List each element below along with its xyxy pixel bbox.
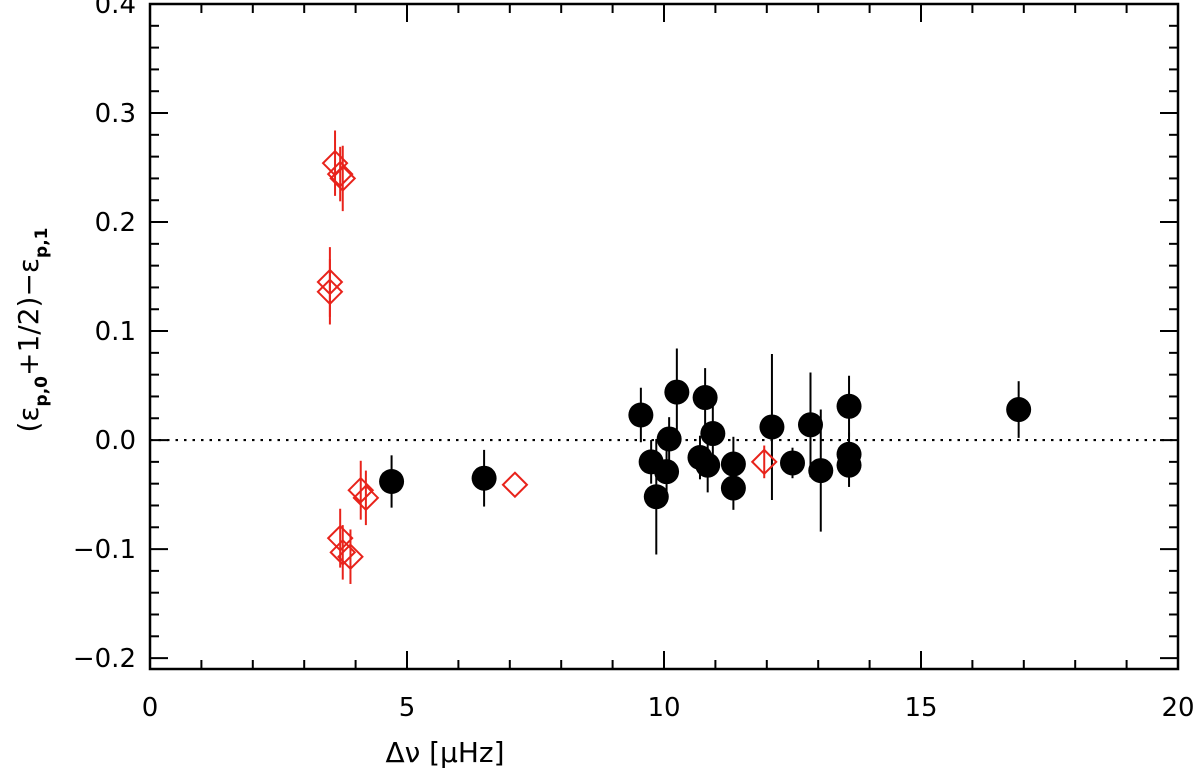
data-point bbox=[695, 452, 721, 478]
data-point-diamond bbox=[329, 165, 357, 192]
data-point-diamond bbox=[352, 484, 380, 512]
data-point-diamond bbox=[329, 538, 357, 566]
tick-labels: 0 5 10 15 20 −0.2 −0.1 0.0 0.1 0.2 0.3 0.4 bbox=[73, 0, 1195, 723]
y-tick-label: 0.4 bbox=[95, 0, 136, 20]
data-point bbox=[471, 465, 497, 491]
y-tick-label: −0.1 bbox=[73, 535, 136, 565]
data-point bbox=[643, 484, 669, 510]
data-point bbox=[1006, 397, 1032, 423]
data-point-diamond bbox=[750, 448, 778, 476]
x-tick-label: 20 bbox=[1161, 693, 1194, 723]
data-point bbox=[379, 468, 405, 494]
data-point bbox=[656, 426, 682, 452]
x-axis-label: Δν [μHz] bbox=[385, 736, 504, 769]
data-point-diamond bbox=[326, 160, 354, 188]
y-axis-label-middle: +1/2)−ε bbox=[12, 258, 45, 376]
data-point bbox=[808, 458, 834, 484]
y-tick-label: 0.3 bbox=[95, 99, 136, 129]
data-point bbox=[836, 452, 862, 478]
data-point-diamond bbox=[347, 476, 375, 504]
data-point bbox=[836, 393, 862, 419]
x-tick-label: 5 bbox=[399, 693, 416, 723]
data-point-diamond bbox=[326, 524, 354, 552]
y-tick-label: 0.0 bbox=[95, 426, 136, 456]
y-tick-label: −0.2 bbox=[73, 644, 136, 674]
y-tick-label: 0.1 bbox=[95, 317, 136, 347]
y-axis-label-sub1: p,0 bbox=[32, 376, 52, 407]
data-point bbox=[654, 459, 680, 485]
y-axis-label: (εp,0+1/2)−εp,1 bbox=[12, 227, 52, 432]
x-tick-label: 0 bbox=[142, 693, 159, 723]
x-tick-label: 15 bbox=[904, 693, 937, 723]
data-point bbox=[700, 421, 726, 447]
data-point-diamond bbox=[316, 278, 344, 306]
data-point-diamond bbox=[501, 471, 529, 499]
data-point bbox=[720, 475, 746, 501]
y-axis-label-sub2: p,1 bbox=[32, 227, 52, 257]
data-point bbox=[780, 450, 805, 476]
data-point bbox=[664, 379, 690, 405]
y-axis-label-open: (ε bbox=[12, 406, 45, 432]
data-point bbox=[692, 385, 718, 411]
data-markers bbox=[316, 149, 1032, 571]
data-point-diamond bbox=[337, 543, 364, 571]
x-tick-label: 10 bbox=[647, 693, 680, 723]
y-tick-label: 0.2 bbox=[95, 208, 136, 238]
data-point bbox=[720, 451, 746, 477]
plot-frame bbox=[148, 2, 1180, 671]
data-point bbox=[797, 412, 823, 438]
data-point-diamond bbox=[316, 268, 344, 296]
data-point bbox=[759, 414, 785, 440]
data-point bbox=[628, 402, 654, 428]
